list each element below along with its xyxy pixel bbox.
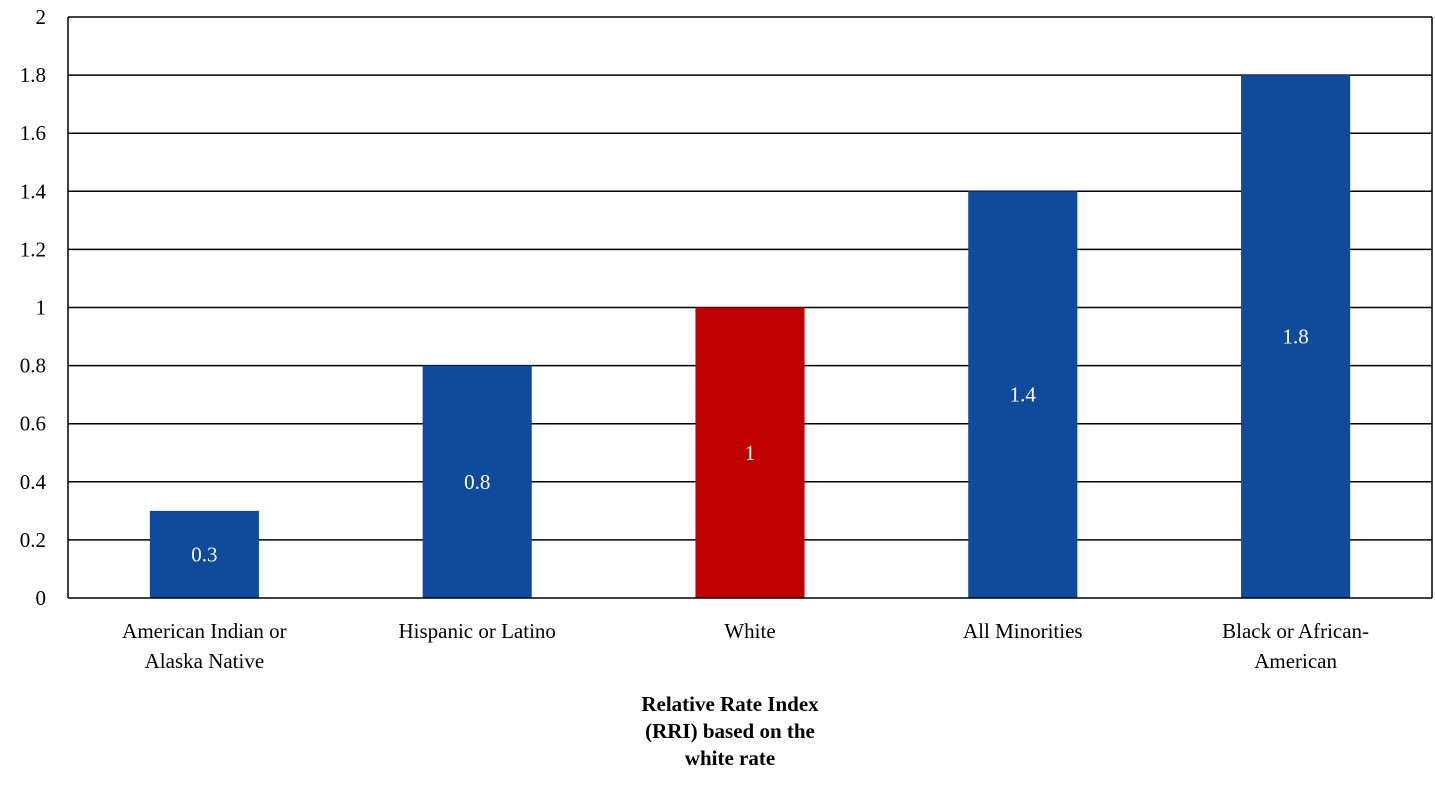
y-tick-labels: 0 0.2 0.4 0.6 0.8 1 1.2 1.4 1.6 1.8 2 [20,5,47,610]
x-category-label: Black or African- [1222,619,1369,643]
y-tick-label: 1 [36,296,47,320]
x-category-label: All Minorities [963,619,1083,643]
y-tick-label: 0 [36,586,47,610]
x-category-label: Alaska Native [145,649,265,673]
data-label: 0.3 [191,542,217,566]
y-tick-label: 1.4 [20,179,47,203]
x-category-label: White [724,619,775,643]
bar [422,365,532,598]
bar [695,307,805,598]
y-tick-label: 0.6 [20,412,46,436]
y-tick-label: 0.2 [20,528,46,552]
y-tick-label: 2 [36,5,47,29]
bars [149,75,1351,599]
axes [67,17,1433,599]
x-axis-title: Relative Rate Index (RRI) based on the w… [590,691,870,772]
data-label: 0.8 [464,470,490,494]
x-category-labels: American Indian or Alaska Native Hispanic … [122,619,1369,673]
x-category-label: American Indian or [122,619,286,643]
y-tick-label: 1.8 [20,63,46,87]
x-category-label: American [1254,649,1337,673]
y-tick-label: 0.4 [20,470,47,494]
data-label: 1.4 [1010,383,1037,407]
y-tick-label: 1.6 [20,121,46,145]
data-label: 1.8 [1282,325,1308,349]
data-labels: 0.3 0.8 1 1.4 1.8 [191,325,1308,567]
y-tick-label: 1.2 [20,237,46,261]
x-category-label: Hispanic or Latino [398,619,555,643]
x-axis-title-line: Relative Rate Index [641,692,819,716]
bar [149,510,259,598]
y-tick-label: 0.8 [20,354,46,378]
x-axis-title-line: (RRI) based on the [645,719,815,743]
bar [968,191,1078,599]
bar [1241,75,1351,599]
x-axis-title-line: white rate [684,746,776,770]
data-label: 1 [745,441,756,465]
